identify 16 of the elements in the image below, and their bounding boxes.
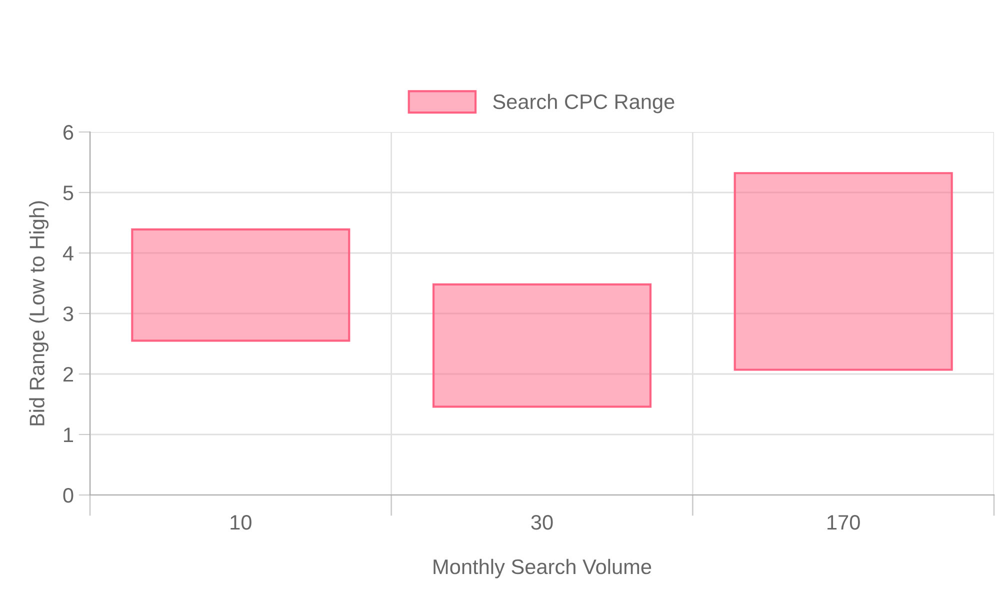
bar [432,283,652,408]
y-tick-label: 2 [63,367,73,382]
y-tick-label: 1 [64,428,74,442]
x-axis-title: Monthly Search Volume [434,558,652,578]
x-tick-label: 30 [531,514,553,530]
bar [734,172,953,371]
y-axis-title: Bid Range (Low to High) [29,201,49,426]
bar [131,228,350,342]
y-tick-label: 5 [63,186,74,200]
y-tick-label: 6 [64,125,74,140]
y-tick-label: 4 [62,246,74,261]
x-tick-label: 10 [230,514,252,530]
x-tick-label: 170 [828,514,860,530]
legend-label: Search CPC Range [493,94,674,114]
y-tick-label: 0 [63,488,74,503]
y-tick-label: 3 [63,306,74,322]
